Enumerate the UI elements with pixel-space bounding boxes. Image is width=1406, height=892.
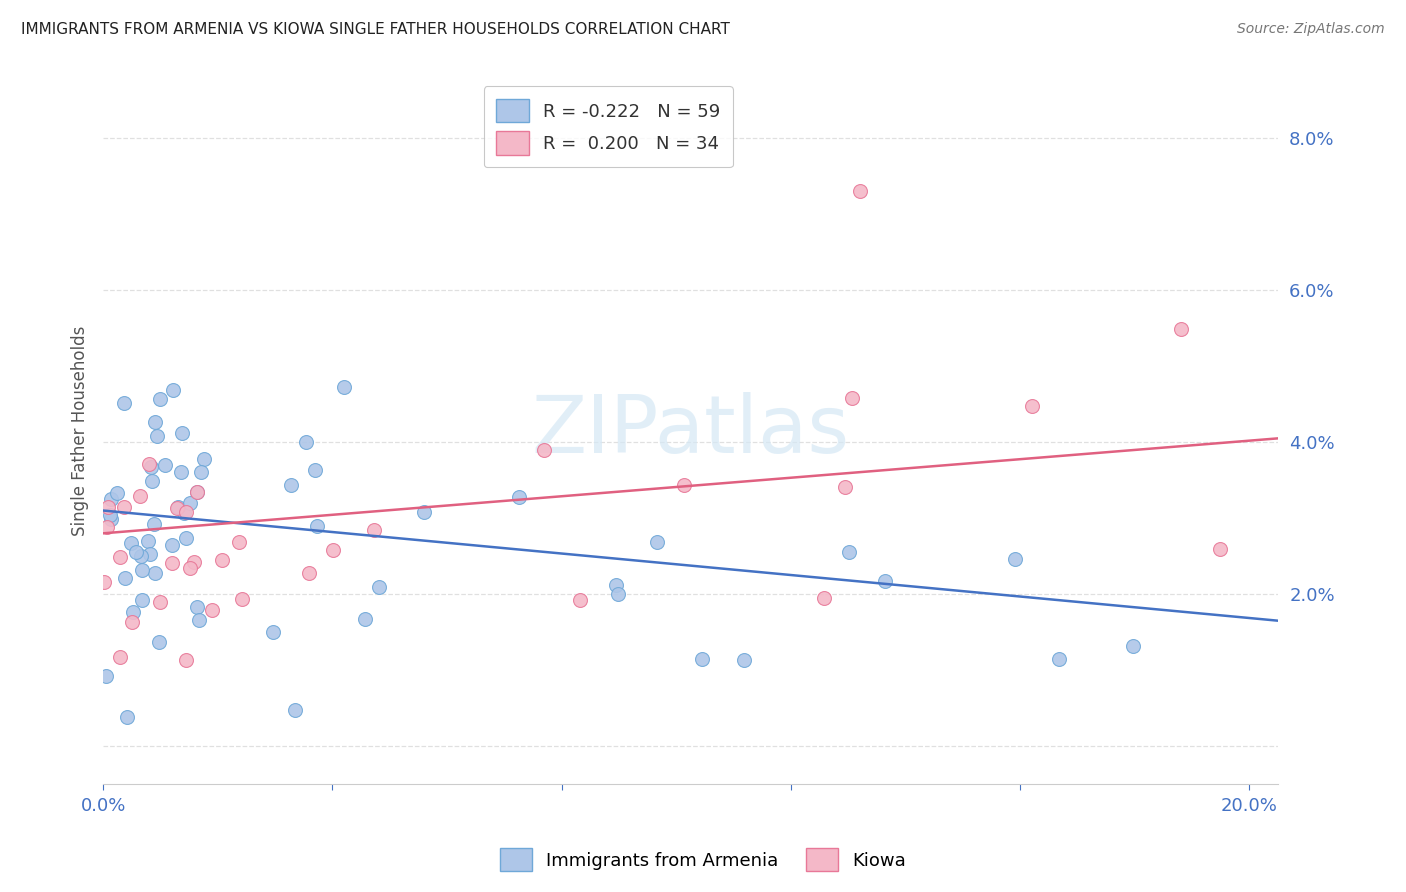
Point: [1122, 640, 1144, 654]
Point: [143, 415, 166, 429]
Point: [1209, 542, 1232, 557]
Point: [142, 517, 165, 532]
Point: [231, 591, 253, 606]
Point: [143, 566, 166, 581]
Point: [733, 653, 755, 667]
Point: [333, 380, 356, 394]
Point: [176, 653, 198, 667]
Point: [112, 396, 135, 410]
Point: [193, 451, 215, 466]
Point: [228, 534, 250, 549]
Point: [110, 549, 132, 564]
Point: [645, 534, 668, 549]
Point: [138, 534, 160, 549]
Y-axis label: Single Father Households: Single Father Households: [72, 326, 89, 536]
Point: [121, 605, 143, 619]
Point: [186, 485, 208, 500]
Point: [284, 703, 307, 717]
Point: [124, 545, 146, 559]
Point: [141, 460, 163, 475]
Point: [160, 539, 183, 553]
Point: [115, 710, 138, 724]
Text: Source: ZipAtlas.com: Source: ZipAtlas.com: [1237, 22, 1385, 37]
Point: [96, 520, 118, 534]
Point: [149, 595, 172, 609]
Point: [100, 491, 122, 506]
Point: [162, 383, 184, 397]
Point: [568, 592, 591, 607]
Point: [148, 635, 170, 649]
Point: [94, 668, 117, 682]
Point: [179, 496, 201, 510]
Point: [120, 536, 142, 550]
Point: [186, 485, 208, 500]
Point: [131, 593, 153, 607]
Point: [179, 561, 201, 575]
Point: [93, 574, 115, 589]
Point: [172, 426, 194, 441]
Point: [100, 512, 122, 526]
Point: [183, 555, 205, 569]
Point: [112, 500, 135, 514]
Point: [672, 478, 695, 492]
Point: [533, 442, 555, 457]
Text: IMMIGRANTS FROM ARMENIA VS KIOWA SINGLE FATHER HOUSEHOLDS CORRELATION CHART: IMMIGRANTS FROM ARMENIA VS KIOWA SINGLE …: [21, 22, 730, 37]
Point: [114, 571, 136, 585]
Point: [174, 531, 197, 545]
Point: [188, 613, 211, 627]
Point: [1021, 400, 1043, 414]
Point: [169, 465, 191, 479]
Point: [280, 478, 302, 492]
Point: [121, 615, 143, 630]
Legend: Immigrants from Armenia, Kiowa: Immigrants from Armenia, Kiowa: [492, 841, 914, 879]
Point: [848, 185, 870, 199]
Point: [138, 457, 160, 471]
Point: [305, 518, 328, 533]
Point: [176, 505, 198, 519]
Point: [304, 463, 326, 477]
Point: [508, 490, 530, 504]
Point: [1004, 552, 1026, 566]
Point: [413, 505, 436, 519]
Legend: R = -0.222   N = 59, R =  0.200   N = 34: R = -0.222 N = 59, R = 0.200 N = 34: [484, 87, 733, 167]
Point: [363, 523, 385, 537]
Point: [173, 506, 195, 520]
Point: [322, 543, 344, 558]
Point: [129, 489, 152, 503]
Point: [146, 429, 169, 443]
Point: [166, 500, 188, 514]
Point: [834, 480, 856, 494]
Point: [841, 391, 863, 405]
Point: [690, 652, 713, 666]
Point: [153, 458, 176, 472]
Point: [605, 578, 627, 592]
Point: [186, 600, 208, 615]
Point: [262, 624, 284, 639]
Point: [875, 574, 897, 588]
Point: [368, 580, 391, 594]
Point: [98, 508, 121, 522]
Point: [108, 650, 131, 665]
Point: [160, 557, 183, 571]
Point: [149, 392, 172, 407]
Point: [131, 563, 153, 577]
Point: [190, 465, 212, 479]
Point: [97, 500, 120, 515]
Point: [607, 587, 630, 601]
Point: [1170, 322, 1192, 336]
Point: [838, 544, 860, 558]
Point: [353, 612, 375, 626]
Point: [166, 500, 188, 515]
Point: [294, 434, 316, 449]
Point: [105, 485, 128, 500]
Point: [211, 553, 233, 567]
Point: [139, 547, 162, 561]
Point: [201, 602, 224, 616]
Point: [813, 591, 835, 605]
Text: ZIPatlas: ZIPatlas: [531, 392, 849, 470]
Point: [1047, 652, 1070, 666]
Point: [298, 566, 321, 580]
Point: [141, 474, 163, 488]
Point: [129, 549, 152, 563]
